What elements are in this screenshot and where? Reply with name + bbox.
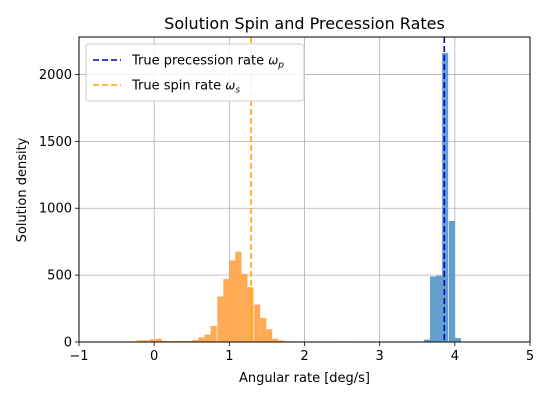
histogram-bar (266, 329, 273, 342)
histogram-bar (149, 339, 156, 342)
histogram-bar (235, 251, 242, 342)
histogram-bar (254, 304, 261, 342)
histogram-bar (223, 279, 230, 342)
histogram-bar (260, 317, 267, 342)
x-tick-label: 0 (150, 349, 158, 364)
series-spin (106, 251, 346, 342)
series-precession (424, 53, 461, 342)
histogram-bar (136, 340, 144, 342)
chart-title: Solution Spin and Precession Rates (164, 14, 445, 33)
x-axis-label: Angular rate [deg/s] (239, 371, 370, 386)
x-tick-label: −1 (69, 349, 88, 364)
histogram-bar (198, 337, 205, 342)
histogram-bar (424, 339, 431, 342)
x-tick-label: 2 (300, 349, 308, 364)
x-tick-label: 3 (376, 349, 384, 364)
histogram-bars (106, 53, 461, 342)
x-tick-label: 4 (451, 349, 459, 364)
y-axis-label: Solution density (15, 137, 30, 242)
histogram-bar (278, 340, 285, 342)
y-tick-label: 2000 (39, 68, 72, 83)
histogram-bar (436, 275, 443, 342)
histogram-bar (442, 53, 449, 342)
legend-box (85, 43, 305, 102)
histogram-bar (204, 334, 211, 342)
legend: True precession rate ωp True spin rate ωs (85, 43, 305, 102)
y-tick-label: 1000 (39, 202, 72, 217)
histogram-bar (448, 220, 455, 342)
histogram-bar (241, 273, 248, 342)
y-tick-label: 500 (47, 269, 72, 284)
y-tick-label: 1500 (39, 135, 72, 150)
histogram-bar (142, 340, 150, 342)
legend-entry: True precession rate ωp (131, 54, 284, 71)
histogram-bar (186, 340, 193, 342)
y-tick-label: 0 (64, 336, 72, 351)
histogram-bar (210, 325, 217, 342)
x-axis-ticks: −1 0 1 2 3 4 5 (69, 342, 534, 364)
histogram-bar (229, 260, 236, 342)
histogram-bar (454, 337, 461, 342)
y-axis-ticks: 0 500 1000 1500 2000 (39, 68, 79, 351)
histogram-bar (192, 339, 199, 342)
histogram-bar (217, 296, 224, 342)
x-tick-label: 5 (526, 349, 534, 364)
histogram-bar (180, 340, 187, 342)
histogram-bar (161, 340, 168, 342)
histogram-bar (173, 340, 180, 342)
x-tick-label: 1 (225, 349, 233, 364)
legend-entry: True spin rate ωs (131, 79, 240, 96)
histogram-bar (247, 287, 254, 342)
histogram-bar (272, 338, 279, 342)
histogram-bar (155, 338, 162, 342)
histogram-bar (430, 276, 437, 342)
